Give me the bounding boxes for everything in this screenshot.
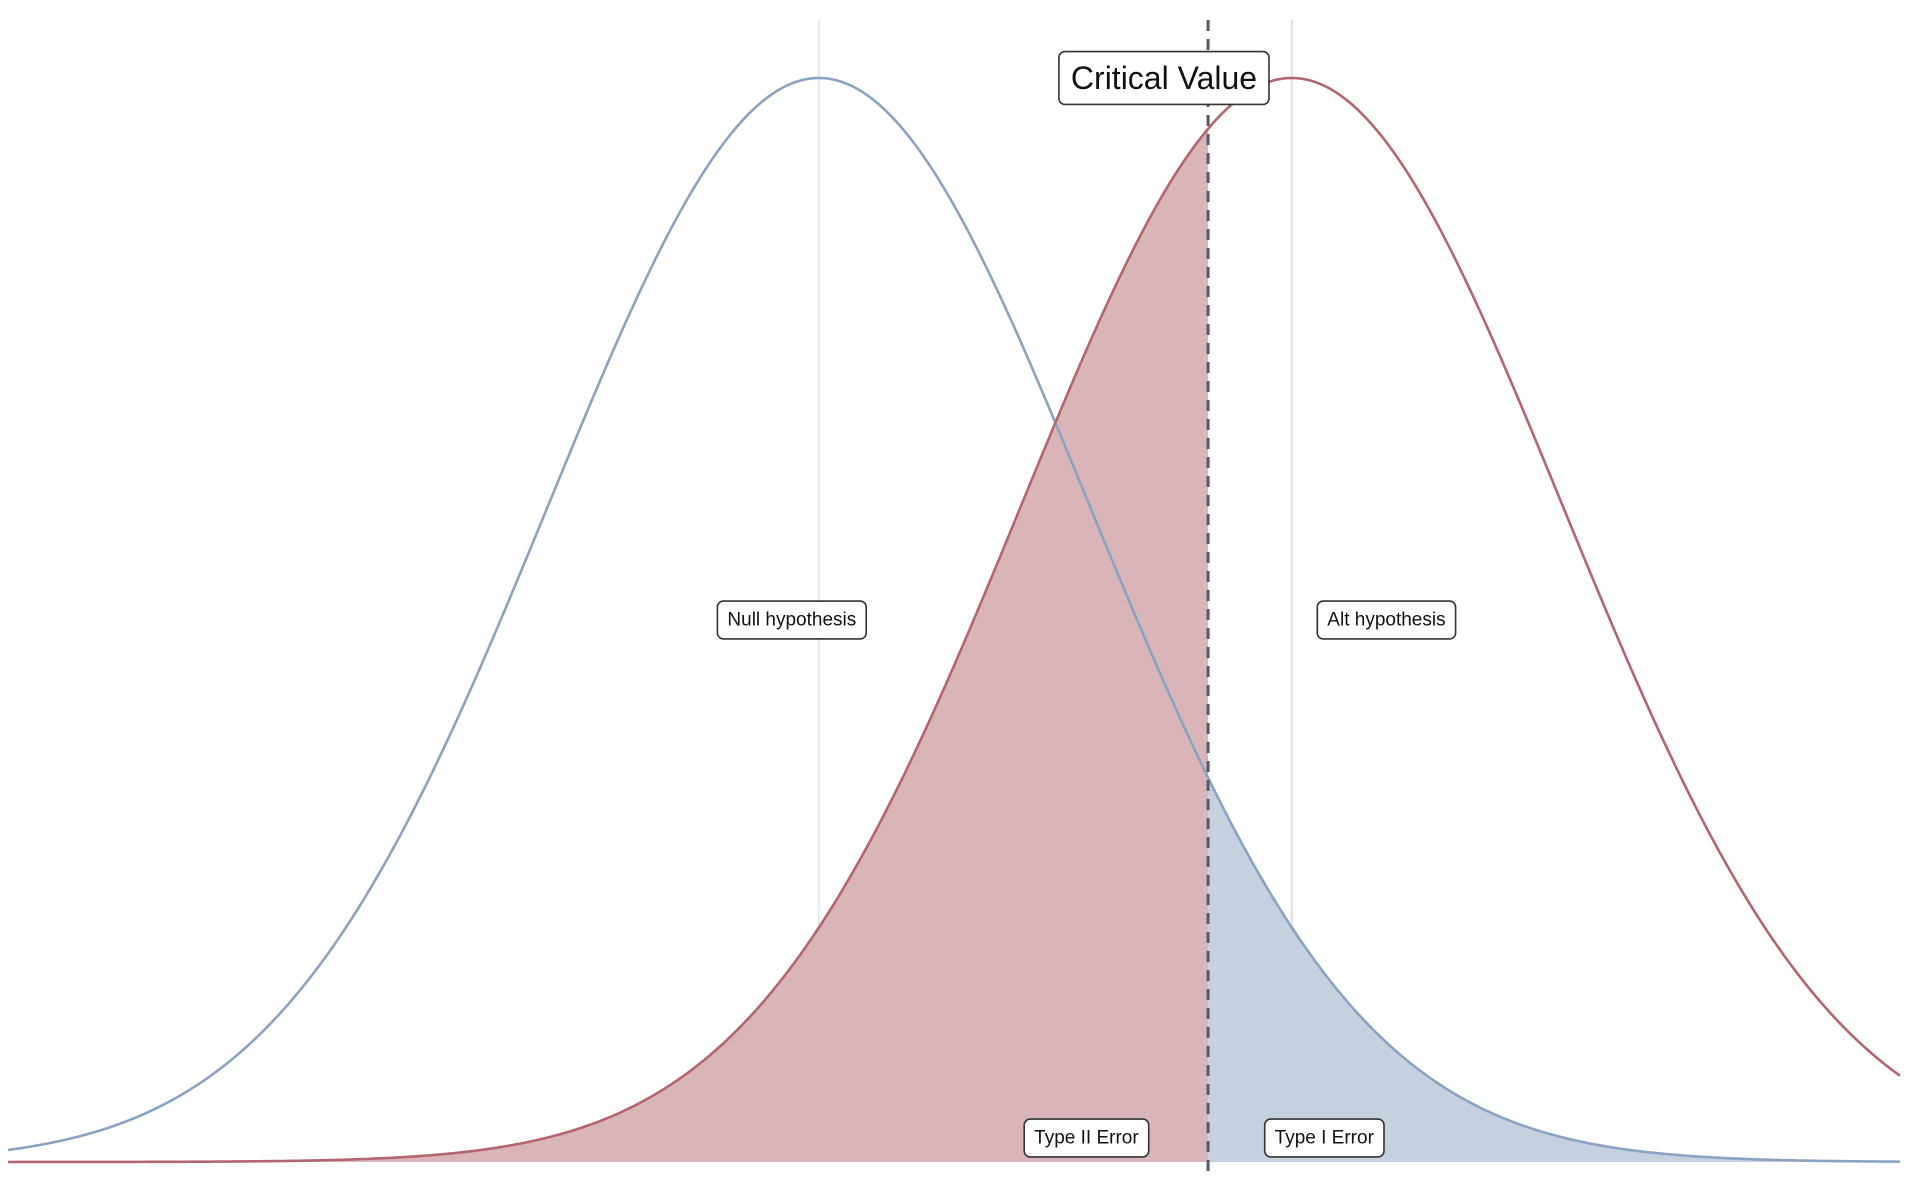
distribution-curve-0 [7, 76, 1901, 1163]
annotations: Critical Value Null hypothesis Alt hypothe… [716, 50, 1457, 1158]
annotation-type1: Type I Error [1263, 1118, 1385, 1158]
critical-value-label: Critical Value [1058, 50, 1270, 106]
critical-value-label-text: Critical Value [1071, 60, 1257, 96]
distribution-curve-1 [8, 76, 1901, 1164]
error-area-0 [1208, 777, 1900, 1162]
error-areas [8, 128, 1900, 1163]
annotation-type2: Type II Error [1023, 1118, 1150, 1158]
annotation-alt: Alt hypothesis [1316, 600, 1457, 640]
annotation-null: Null hypothesis [716, 600, 868, 640]
annotation-alt-text: Alt hypothesis [1327, 610, 1445, 631]
annotation-type2-text: Type II Error [1034, 1128, 1139, 1149]
annotation-null-text: Null hypothesis [727, 610, 856, 631]
distribution-curves [7, 76, 1901, 1164]
error-area-1 [8, 128, 1209, 1163]
annotation-type1-text: Type I Error [1275, 1128, 1375, 1149]
